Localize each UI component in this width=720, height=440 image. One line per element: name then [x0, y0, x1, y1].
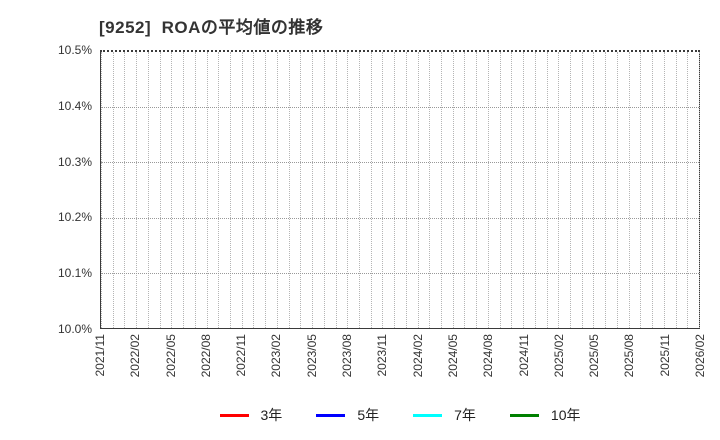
- v-gridline: [171, 52, 173, 328]
- legend-item: 10年: [509, 405, 581, 425]
- v-gridline: [546, 52, 548, 328]
- v-gridline: [558, 52, 560, 328]
- v-gridline: [652, 52, 654, 328]
- v-gridline: [405, 52, 407, 328]
- x-axis-tick-label: 2025/08: [622, 334, 637, 378]
- x-axis-tick-label: 2023/02: [269, 334, 284, 378]
- legend-label: 5年: [357, 407, 380, 423]
- v-gridline: [229, 52, 231, 328]
- v-gridline: [464, 52, 466, 328]
- v-gridline: [663, 52, 665, 328]
- legend: 3年 5年 7年 10年: [100, 404, 700, 426]
- v-gridline: [370, 52, 372, 328]
- v-gridline: [675, 52, 677, 328]
- legend-label: 3年: [260, 407, 283, 423]
- v-gridline: [323, 52, 325, 328]
- y-axis-tick-label: 10.5%: [57, 43, 92, 57]
- h-gridline: [101, 272, 699, 274]
- v-gridline: [218, 52, 220, 328]
- v-gridline: [382, 52, 384, 328]
- y-axis-tick-label: 10.3%: [57, 154, 92, 169]
- v-gridline: [581, 52, 583, 328]
- y-axis: 10.0% 10.1% 10.2% 10.3% 10.4% 10.5%: [0, 43, 92, 336]
- v-gridline: [452, 52, 454, 328]
- v-gridline: [499, 52, 501, 328]
- v-gridline: [417, 52, 419, 328]
- v-gridline: [124, 52, 126, 328]
- plot-area: [100, 50, 700, 329]
- v-gridline: [429, 52, 431, 328]
- v-gridline: [147, 52, 149, 328]
- v-gridline: [253, 52, 255, 328]
- v-gridline: [335, 52, 337, 328]
- v-gridline: [358, 52, 360, 328]
- legend-line-swatch: [413, 413, 443, 417]
- v-gridline: [628, 52, 630, 328]
- v-gridline: [241, 52, 243, 328]
- v-gridline: [394, 52, 396, 328]
- v-gridline: [511, 52, 513, 328]
- x-axis-tick-label: 2021/11: [93, 334, 107, 377]
- v-gridline: [159, 52, 161, 328]
- h-gridline: [101, 162, 699, 164]
- legend-line-swatch: [509, 413, 539, 417]
- v-gridline: [593, 52, 595, 328]
- v-gridline: [570, 52, 572, 328]
- y-axis-tick-label: 10.4%: [57, 98, 92, 113]
- v-gridline: [640, 52, 642, 328]
- v-gridline: [605, 52, 607, 328]
- v-gridline: [101, 52, 102, 328]
- v-gridline: [112, 52, 114, 328]
- v-gridline: [265, 52, 267, 328]
- legend-label: 10年: [550, 407, 581, 423]
- x-axis-tick-label: 2023/08: [340, 334, 355, 378]
- x-axis-tick-label: 2025/02: [551, 334, 566, 378]
- x-axis-tick-label: 2023/05: [304, 334, 319, 378]
- x-axis-tick-label: 2024/11: [516, 334, 531, 377]
- x-axis-tick-label: 2025/05: [587, 334, 602, 378]
- v-gridline: [288, 52, 290, 328]
- legend-item: 7年: [413, 405, 476, 425]
- v-gridline: [312, 52, 314, 328]
- legend-line-swatch: [316, 413, 346, 417]
- v-gridline: [300, 52, 302, 328]
- x-axis-tick-label: 2022/05: [163, 334, 178, 378]
- legend-label: 7年: [454, 407, 476, 423]
- legend-line-swatch: [219, 413, 249, 417]
- chart-title: [9252] ROAの平均値の推移: [99, 18, 324, 37]
- x-axis-tick-label: 2023/11: [375, 334, 390, 377]
- x-axis-tick-label: 2022/11: [234, 334, 249, 377]
- v-gridline: [441, 52, 443, 328]
- v-gridline: [183, 52, 185, 328]
- v-gridline: [206, 52, 208, 328]
- x-axis-tick-label: 2024/08: [481, 334, 496, 378]
- x-axis-tick-label: 2024/02: [410, 334, 425, 378]
- x-axis-tick-label: 2026/02: [693, 334, 707, 378]
- x-axis-tick-label: 2024/05: [445, 334, 460, 378]
- v-gridline: [487, 52, 489, 328]
- h-gridline: [101, 217, 699, 219]
- y-axis-tick-label: 10.2%: [57, 210, 92, 225]
- x-axis-tick-label: 2022/08: [198, 334, 213, 378]
- x-axis-tick-label: 2022/02: [128, 334, 143, 378]
- v-gridline: [194, 52, 196, 328]
- v-gridline: [276, 52, 278, 328]
- y-axis-tick-label: 10.1%: [57, 266, 92, 281]
- legend-item: 5年: [316, 405, 379, 425]
- x-axis: 2021/11 2022/02 2022/05 2022/08 2022/11 2023/…: [93, 334, 707, 398]
- x-axis-tick-label: 2025/11: [657, 334, 672, 377]
- legend-item: 3年: [219, 405, 283, 425]
- v-gridline: [347, 52, 349, 328]
- v-gridline: [616, 52, 618, 328]
- v-gridline: [534, 52, 536, 328]
- v-gridline: [687, 52, 689, 328]
- v-gridline: [699, 52, 700, 328]
- v-gridline: [136, 52, 138, 328]
- v-gridline: [476, 52, 478, 328]
- h-gridline: [101, 107, 699, 109]
- y-axis-tick-label: 10.0%: [57, 322, 92, 336]
- v-gridline: [523, 52, 525, 328]
